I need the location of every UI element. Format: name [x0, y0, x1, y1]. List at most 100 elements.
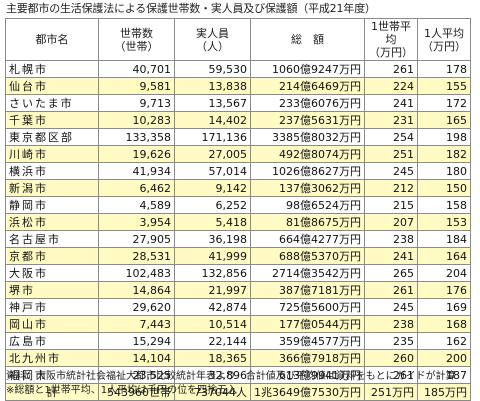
total-amount: 1兆3649億7530万円: [250, 383, 365, 401]
cell-per-person: 165: [417, 111, 471, 129]
table-row: 浜松市 3,954 5,418 81億8675万円 207 153: [5, 213, 471, 231]
cell-total: 137億3062万円: [250, 179, 365, 197]
cell-persons: 5,418: [174, 213, 251, 231]
cell-city: 仙台市: [5, 77, 99, 95]
welfare-table: 都市名 世帯数 （世帯） 実人員 （人） 総 額 1世帯平均 （万円） 1人平均…: [5, 18, 471, 401]
table-title: 主要都市の生活保護法による保護世帯数・実人員及び保護額（平成21年度）: [6, 2, 376, 15]
cell-per-person: 172: [417, 94, 471, 112]
table-row: 福岡市 23,525 32,896 613億9941万円 261 187: [5, 366, 471, 384]
cell-households: 14,864: [98, 281, 175, 299]
cell-city: 堺市: [5, 281, 99, 299]
cell-total: 98億6524万円: [250, 196, 365, 214]
cell-households: 3,954: [98, 213, 175, 231]
cell-per-person: 164: [417, 247, 471, 265]
header-per-household-text: 1世帯平均 （万円）: [369, 20, 413, 59]
cell-city: 静岡市: [5, 196, 99, 214]
cell-persons: 18,365: [174, 349, 251, 367]
cell-households: 27,905: [98, 230, 175, 248]
cell-per-household: 238: [364, 230, 418, 248]
table-row: 北九州市 14,104 18,365 366億7918万円 260 200: [5, 349, 471, 367]
table-row: 大阪市 102,483 132,856 2714億3542万円 265 204: [5, 264, 471, 282]
cell-per-person: 150: [417, 179, 471, 197]
cell-total: 359億4577万円: [250, 332, 365, 350]
cell-per-person: 204: [417, 264, 471, 282]
cell-per-person: 184: [417, 230, 471, 248]
cell-per-household: 261: [364, 60, 418, 78]
header-city: 都市名: [5, 18, 99, 61]
total-per-household: 251万円: [364, 383, 418, 401]
cell-per-household: 207: [364, 213, 418, 231]
cell-persons: 6,252: [174, 196, 251, 214]
cell-per-household: 231: [364, 111, 418, 129]
total-persons: 737044人: [174, 383, 251, 401]
cell-city: 新潟市: [5, 179, 99, 197]
table-row: 千葉市 10,283 14,402 237億5631万円 231 165: [5, 111, 471, 129]
table-row: 神戸市 29,620 42,874 725億5600万円 245 169: [5, 298, 471, 316]
cell-per-person: 182: [417, 145, 471, 163]
header-per-person: 1人平均 （万円）: [417, 18, 471, 61]
cell-per-household: 235: [364, 332, 418, 350]
cell-per-household: 215: [364, 196, 418, 214]
cell-persons: 59,530: [174, 60, 251, 78]
total-households: 543960世帯: [98, 383, 175, 401]
cell-total: 3385億8032万円: [250, 128, 365, 146]
cell-persons: 171,136: [174, 128, 251, 146]
cell-city: 横浜市: [5, 162, 99, 180]
cell-total: 725億5600万円: [250, 298, 365, 316]
table-row: 名古屋市 27,905 36,198 664億4277万円 238 184: [5, 230, 471, 248]
cell-persons: 132,856: [174, 264, 251, 282]
cell-households: 7,443: [98, 315, 175, 333]
cell-city: 岡山市: [5, 315, 99, 333]
cell-persons: 41,999: [174, 247, 251, 265]
header-total: 総 額: [250, 18, 365, 61]
cell-per-household: 261: [364, 281, 418, 299]
table-row: 広島市 15,294 22,144 359億4577万円 235 162: [5, 332, 471, 350]
cell-persons: 42,874: [174, 298, 251, 316]
note-source: 資料：大阪市統計社会福祉大都市比較統計年表より 合計値及び平均値は資料をもとにガ…: [6, 371, 456, 382]
cell-per-household: 241: [364, 94, 418, 112]
header-per-household: 1世帯平均 （万円）: [364, 18, 418, 61]
cell-per-person: 162: [417, 332, 471, 350]
cell-households: 9,581: [98, 77, 175, 95]
cell-per-household: 241: [364, 247, 418, 265]
cell-households: 102,483: [98, 264, 175, 282]
table-row: 仙台市 9,581 13,838 214億6469万円 224 155: [5, 77, 471, 95]
note-rounding: ※総額と1世帯平均、1人平均は千円の位を四捨五入: [6, 385, 238, 396]
cell-total: 237億5631万円: [250, 111, 365, 129]
cell-persons: 22,144: [174, 332, 251, 350]
cell-city: 名古屋市: [5, 230, 99, 248]
cell-households: 4,589: [98, 196, 175, 214]
cell-city: 川崎市: [5, 145, 99, 163]
cell-city: 千葉市: [5, 111, 99, 129]
cell-city: 神戸市: [5, 298, 99, 316]
cell-per-household: 212: [364, 179, 418, 197]
header-per-person-text: 1人平均 （万円）: [422, 26, 466, 53]
cell-persons: 36,198: [174, 230, 251, 248]
cell-per-household: 265: [364, 264, 418, 282]
cell-persons: 27,005: [174, 145, 251, 163]
cell-total: 492億8074万円: [250, 145, 365, 163]
table-row: 札幌市 40,701 59,530 1060億9247万円 261 178: [5, 60, 471, 78]
cell-per-person: 180: [417, 162, 471, 180]
header-persons-text: 実人員 （人）: [196, 26, 229, 53]
cell-city: さいたま市: [5, 94, 99, 112]
cell-city: 大阪市: [5, 264, 99, 282]
header-households-text: 世帯数 （世帯）: [114, 26, 159, 53]
cell-persons: 13,838: [174, 77, 251, 95]
cell-total: 81億8675万円: [250, 213, 365, 231]
cell-total: 387億7181万円: [250, 281, 365, 299]
cell-total: 177億0544万円: [250, 315, 365, 333]
table-row: 東京都区部 133,358 171,136 3385億8032万円 254 198: [5, 128, 471, 146]
header-persons: 実人員 （人）: [174, 18, 251, 61]
notes: 資料：大阪市統計社会福祉大都市比較統計年表より 合計値及び平均値は資料をもとにガ…: [6, 370, 476, 398]
cell-households: 6,462: [98, 179, 175, 197]
cell-households: 19,626: [98, 145, 175, 163]
table-row: 川崎市 19,626 27,005 492億8074万円 251 182: [5, 145, 471, 163]
total-per-person: 185万円: [417, 383, 471, 401]
cell-persons: 14,402: [174, 111, 251, 129]
cell-per-household: 224: [364, 77, 418, 95]
header-households: 世帯数 （世帯）: [98, 18, 175, 61]
cell-per-person: 178: [417, 60, 471, 78]
total-row: 計 543960世帯 737044人 1兆3649億7530万円 251万円 1…: [5, 383, 471, 401]
cell-per-household: 245: [364, 162, 418, 180]
